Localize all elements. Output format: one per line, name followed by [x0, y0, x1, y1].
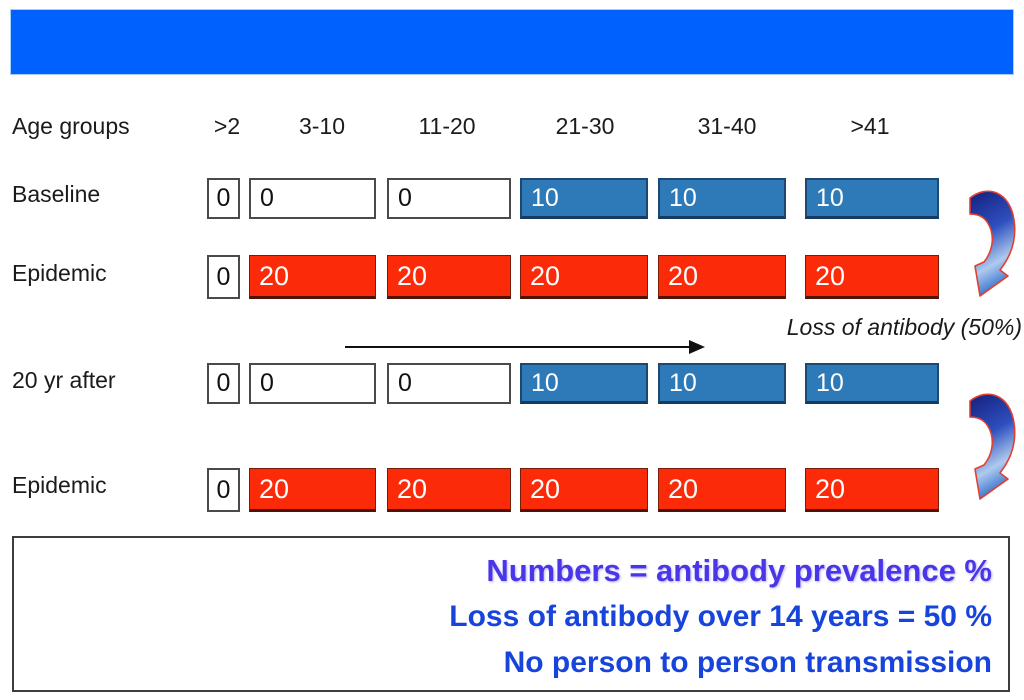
age-group-header: >41 — [850, 113, 890, 139]
age-group-header: 11-20 — [418, 113, 476, 139]
legend-line-numbers: Numbers = antibody prevalence % — [486, 553, 992, 588]
cell-r1-c2: 20 — [387, 255, 511, 299]
cell-r1-c1: 20 — [249, 255, 376, 299]
row-label-epidemic-2: Epidemic — [12, 472, 107, 498]
cell-r3-c1: 20 — [249, 468, 376, 512]
cycle-arrow-icon — [969, 393, 1016, 500]
cell-r1-c3: 20 — [520, 255, 648, 299]
cell-r2-c1: 0 — [249, 363, 376, 404]
cell-r0-c0: 0 — [207, 178, 240, 219]
legend-line-transmission: No person to person transmission — [503, 646, 992, 679]
cell-r0-c3: 10 — [520, 178, 648, 219]
cell-r0-c1: 0 — [249, 178, 376, 219]
age-group-header: >2 — [213, 113, 241, 139]
time-arrow — [345, 340, 705, 354]
cell-r3-c5: 20 — [805, 468, 939, 512]
loss-of-antibody-label: Loss of antibody (50%) — [786, 314, 1022, 340]
row-label-epidemic-1: Epidemic — [12, 260, 107, 286]
age-group-header: 21-30 — [555, 113, 615, 139]
cell-r2-c5: 10 — [805, 363, 939, 404]
row-label-20yr-after: 20 yr after — [12, 367, 116, 393]
cell-r2-c0: 0 — [207, 363, 240, 404]
title-banner — [10, 9, 1014, 75]
cell-r1-c5: 20 — [805, 255, 939, 299]
cell-r0-c5: 10 — [805, 178, 939, 219]
cell-r2-c3: 10 — [520, 363, 648, 404]
age-groups-label: Age groups — [12, 113, 130, 139]
cell-r1-c0: 0 — [207, 255, 240, 299]
cell-r1-c4: 20 — [658, 255, 786, 299]
legend-line-loss: Loss of antibody over 14 years = 50 % — [449, 600, 992, 633]
cell-r2-c4: 10 — [658, 363, 786, 404]
legend-box: Numbers = antibody prevalence % Loss of … — [12, 536, 1010, 692]
cycle-arrow-icon — [969, 190, 1016, 297]
cell-r3-c3: 20 — [520, 468, 648, 512]
cell-r0-c2: 0 — [387, 178, 511, 219]
age-group-header: 3-10 — [298, 113, 346, 139]
cell-r3-c2: 20 — [387, 468, 511, 512]
cell-r2-c2: 0 — [387, 363, 511, 404]
age-group-header: 31-40 — [697, 113, 757, 139]
cell-r0-c4: 10 — [658, 178, 786, 219]
row-label-baseline: Baseline — [12, 181, 101, 207]
cell-r3-c0: 0 — [207, 468, 240, 512]
cell-r3-c4: 20 — [658, 468, 786, 512]
